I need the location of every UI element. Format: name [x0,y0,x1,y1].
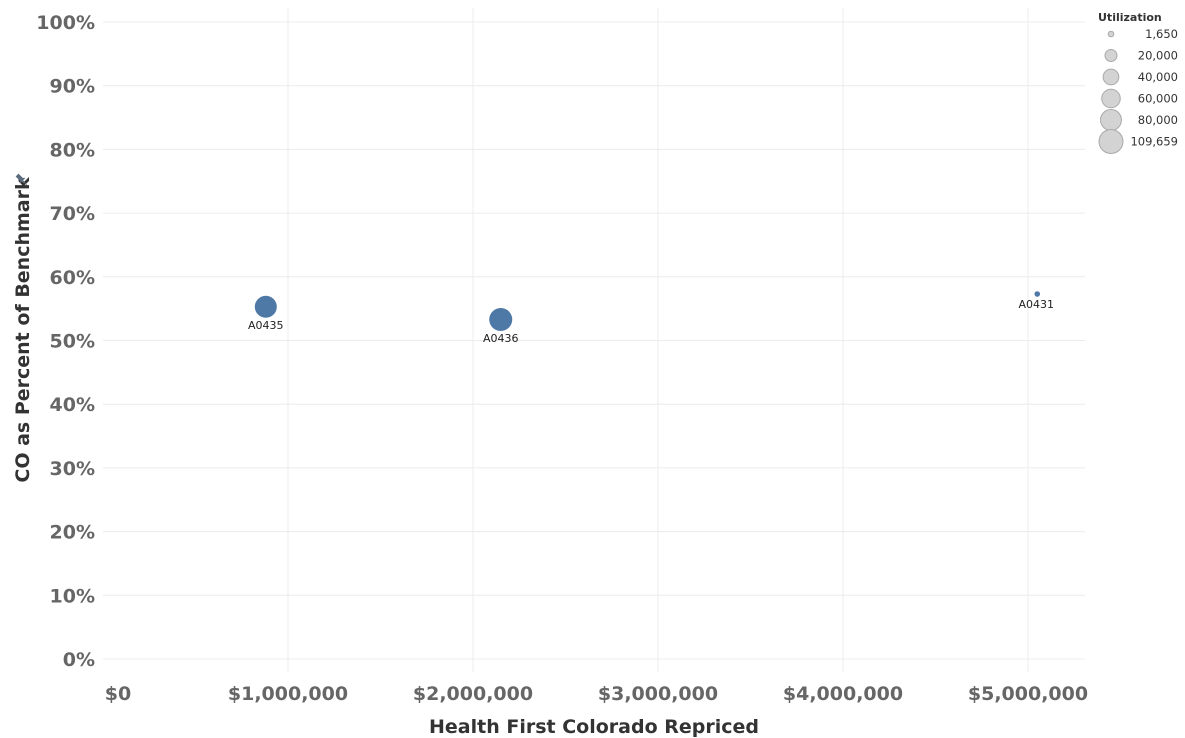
legend-size-marker [1104,49,1118,62]
data-points: A0435 A0436 A0431 [248,291,1054,345]
x-tick-label: $3,000,000 [598,683,718,705]
x-axis-ticks: $0 $1,000,000 $2,000,000 $3,000,000 $4,000,0… [105,683,1088,705]
legend-size-label: 20,000 [1138,49,1178,63]
x-axis-title: Health First Colorado Repriced [429,716,759,738]
data-point[interactable] [1034,291,1041,297]
y-tick-label: 20% [50,522,95,544]
legend-size-label: 40,000 [1138,70,1178,84]
y-tick-label: 60% [50,267,95,289]
legend-size-label: 1,650 [1145,27,1178,41]
x-tick-label: $0 [105,683,131,705]
x-tick-label: $5,000,000 [968,683,1088,705]
legend-size-marker [1098,129,1124,154]
data-point[interactable] [254,295,277,318]
data-point-label: A0436 [483,332,519,345]
y-tick-label: 50% [50,331,95,353]
y-tick-label: 30% [50,458,95,480]
y-axis-ticks: 0% 10% 20% 30% 40% 50% 60% 70% 80% 90% 100% [36,12,95,671]
legend-size-label: 60,000 [1138,92,1178,106]
data-point-label: A0431 [1018,298,1054,311]
x-tick-label: $4,000,000 [783,683,903,705]
y-tick-label: 70% [50,203,95,225]
size-legend: Utilization 1,650 20,000 40,000 60,000 80,00… [1098,11,1178,154]
legend-size-label: 109,659 [1130,135,1178,149]
legend-size-label: 80,000 [1138,113,1178,127]
y-axis-title: CO as Percent of Benchmark [12,177,34,483]
data-point[interactable] [489,307,513,332]
y-axis-title-group: CO as Percent of Benchmark [12,177,34,483]
y-tick-label: 100% [36,12,95,34]
x-tick-label: $1,000,000 [228,683,348,705]
y-tick-label: 80% [50,139,95,161]
data-point-label: A0435 [248,319,284,332]
pin-icon[interactable] [14,172,30,188]
grid-lines [103,8,1085,672]
y-tick-label: 0% [63,649,95,671]
legend-size-marker [1102,68,1120,86]
legend-size-marker [1107,30,1115,38]
y-tick-label: 40% [50,394,95,416]
legend-size-marker [1101,88,1121,109]
legend-size-marker [1100,109,1122,131]
y-tick-label: 10% [50,585,95,607]
y-tick-label: 90% [50,76,95,98]
x-tick-label: $2,000,000 [413,683,533,705]
legend-title: Utilization [1098,11,1162,24]
